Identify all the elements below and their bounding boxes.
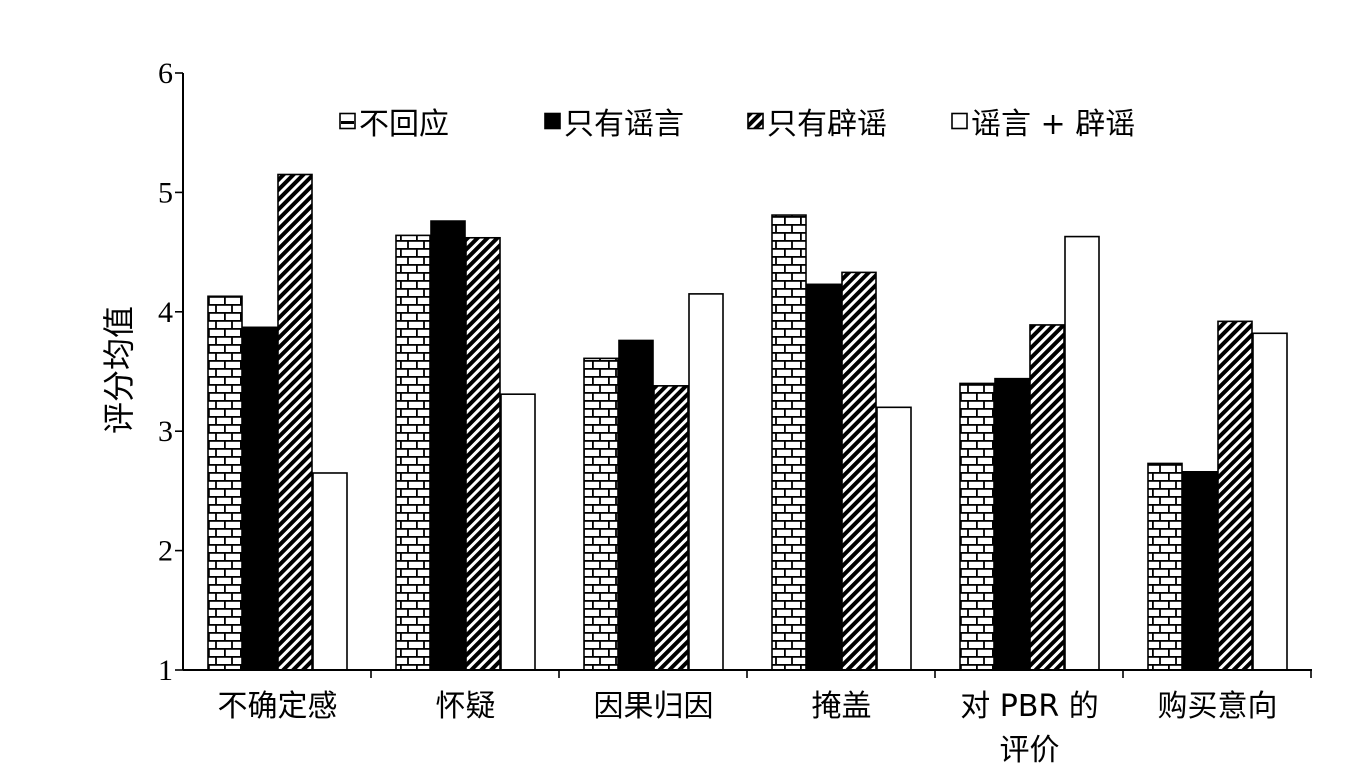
x-tick-label-2: 怀疑	[436, 689, 496, 724]
bar-4-2	[500, 393, 536, 671]
y-tick-label-3: 3	[158, 415, 173, 448]
bar-1-1	[207, 295, 243, 671]
bar-1-6	[1147, 462, 1183, 671]
legend-swatch-2	[544, 112, 561, 130]
bar-2-3	[618, 339, 654, 671]
bar-3-3	[653, 385, 689, 671]
legend-label-4: 谣言 + 辟谣	[971, 107, 1135, 142]
y-tick-label-5: 5	[158, 176, 173, 209]
bar-3-2	[465, 236, 501, 671]
bar-2-4	[806, 283, 842, 671]
bar-3-6	[1217, 320, 1253, 671]
bar-4-3	[688, 293, 724, 671]
legend-label-2: 只有谣言	[564, 107, 684, 142]
bars-group	[207, 173, 1288, 671]
bar-1-5	[959, 382, 995, 671]
bar-2-2	[430, 220, 466, 671]
x-tick-label-6: 购买意向	[1158, 689, 1278, 724]
x-tick-label-4: 掩盖	[812, 689, 872, 724]
y-tick-label-1: 1	[158, 654, 173, 687]
legend: 不回应 只有谣言 只有辟谣 谣言 + 辟谣	[339, 107, 1135, 142]
legend-swatch-3	[747, 112, 764, 130]
legend-swatch-4	[951, 112, 968, 130]
axes-group: 1 2 3 4 5 6 不确定感 怀疑 因果归因 掩盖 对 PBR 的评价 购买意向	[158, 57, 1312, 768]
x-tick-label-3: 因果归因	[594, 689, 714, 724]
y-tick-label-4: 4	[158, 296, 173, 329]
bar-4-4	[876, 406, 912, 671]
bar-4-6	[1252, 332, 1288, 671]
bar-3-1	[277, 173, 313, 671]
bar-4-5	[1064, 235, 1100, 671]
bar-3-5	[1029, 324, 1065, 671]
bar-1-4	[771, 214, 807, 671]
bar-2-6	[1182, 470, 1218, 671]
bar-2-1	[242, 326, 278, 671]
bar-1-2	[395, 234, 431, 671]
legend-swatch-brick-line-1	[341, 121, 354, 124]
legend-label-3: 只有辟谣	[767, 107, 887, 142]
bar-3-4	[841, 271, 877, 671]
x-tick-label-1: 不确定感	[218, 689, 338, 724]
x-tick-label-5-line-2: 评价	[1000, 733, 1060, 768]
y-tick-label-6: 6	[158, 57, 173, 90]
y-tick-label-2: 2	[158, 535, 173, 568]
bar-1-3	[583, 357, 619, 671]
bar-4-1	[312, 472, 348, 671]
y-axis-label: 评分均值	[100, 306, 138, 434]
x-tick-label-5-line-1: 对 PBR 的	[960, 689, 1099, 724]
bar-2-5	[994, 377, 1030, 671]
legend-label-1: 不回应	[359, 107, 449, 142]
